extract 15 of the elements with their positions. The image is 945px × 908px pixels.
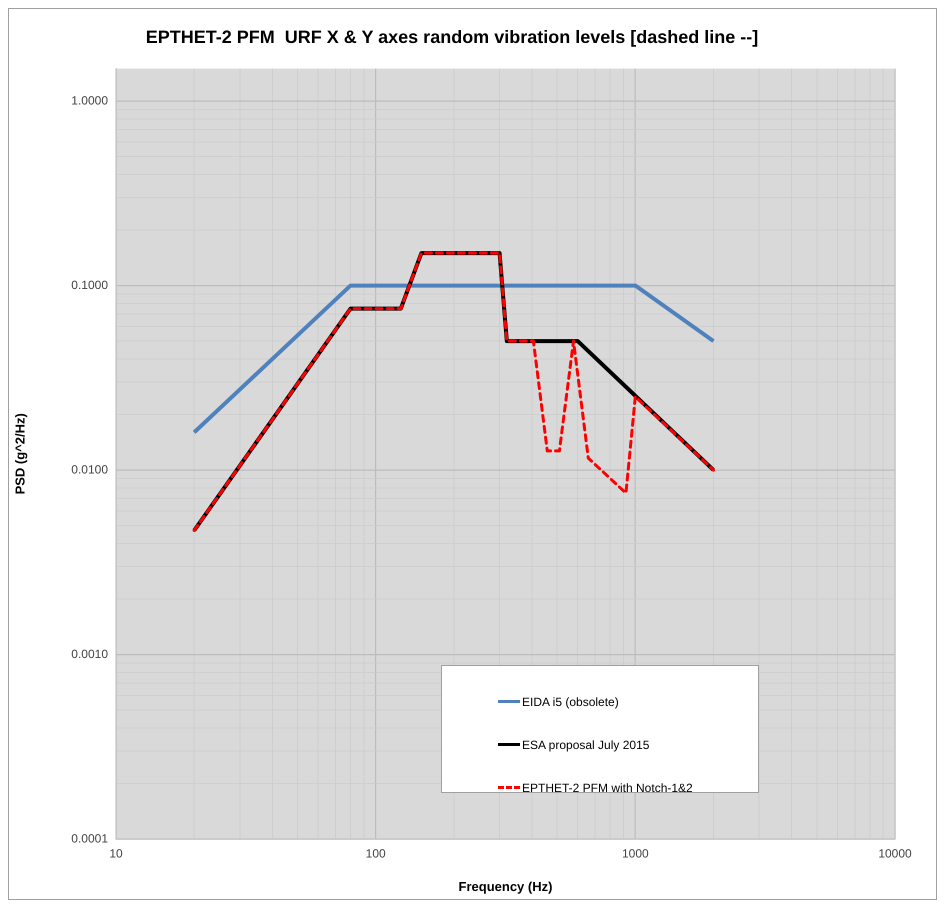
y-tick-label: 0.0010: [71, 646, 108, 661]
x-tick-label: 10000: [878, 846, 912, 861]
x-tick-label: 100: [366, 846, 386, 861]
x-tick-label: 10: [109, 846, 123, 861]
legend-label: ESA proposal July 2015: [522, 738, 650, 752]
y-tick-label: 1.0000: [71, 93, 108, 108]
x-axis-title: Frequency (Hz): [458, 878, 552, 894]
y-tick-label: 0.0001: [71, 831, 108, 846]
x-tick-label: 1000: [622, 846, 650, 861]
y-axis-title: PSD (g^2/Hz): [12, 413, 28, 494]
y-tick-label: 0.0100: [71, 462, 108, 476]
y-tick-label: 0.1000: [71, 278, 108, 292]
legend-label: EIDA i5 (obsolete): [522, 694, 619, 708]
chart-title: EPTHET-2 PFM URF X & Y axes random vibration levels [dashed line --]: [146, 26, 758, 47]
legend-label: EPTHET-2 PFM with Notch-1&2: [522, 780, 693, 794]
